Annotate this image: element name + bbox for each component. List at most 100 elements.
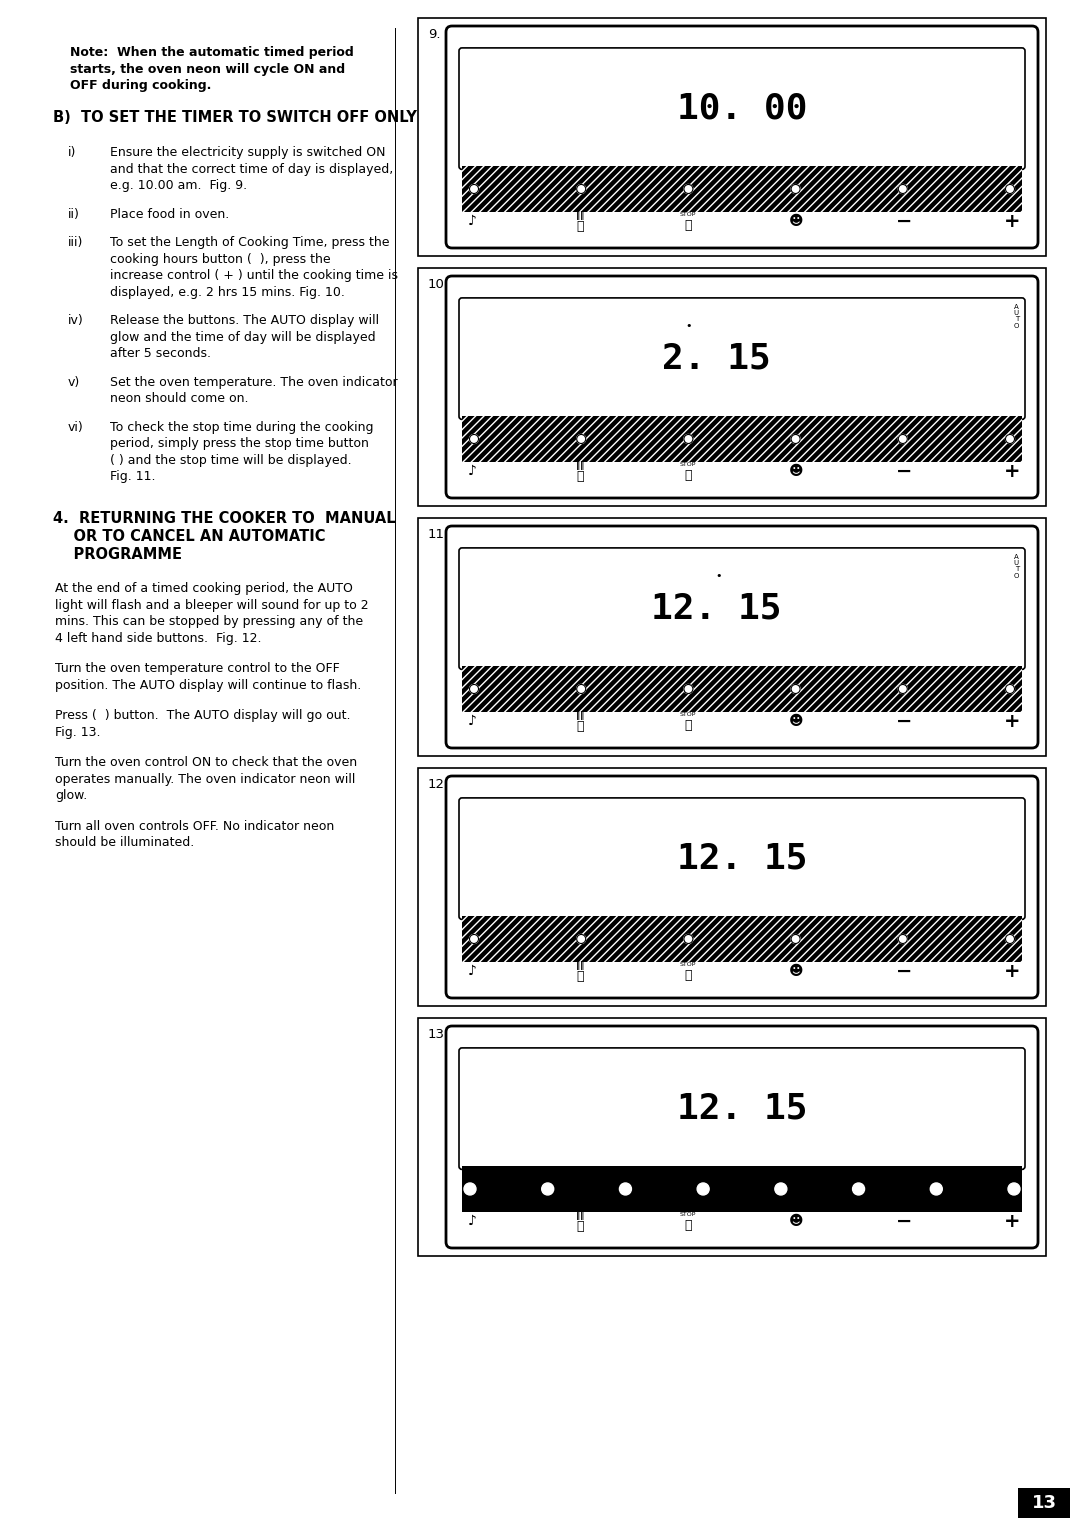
Text: ⌢: ⌢ [577, 469, 584, 483]
Text: Release the buttons. The AUTO display will: Release the buttons. The AUTO display wi… [110, 315, 379, 327]
Text: ♪: ♪ [468, 465, 476, 478]
Circle shape [1005, 434, 1014, 443]
Circle shape [684, 185, 693, 194]
Text: •: • [686, 321, 692, 332]
Text: ☻: ☻ [788, 1215, 804, 1229]
Text: ‖‖: ‖‖ [576, 961, 584, 970]
Text: ⌢: ⌢ [577, 220, 584, 232]
Text: −: − [895, 961, 913, 981]
Circle shape [698, 1183, 710, 1195]
Text: iii): iii) [68, 237, 83, 249]
Text: Turn all oven controls OFF. No indicator neon: Turn all oven controls OFF. No indicator… [55, 819, 334, 833]
Text: glow.: glow. [55, 788, 87, 802]
Text: Press (  ) button.  The AUTO display will go out.: Press ( ) button. The AUTO display will … [55, 709, 351, 723]
Text: 12.: 12. [428, 778, 449, 792]
Text: starts, the oven neon will cycle ON and: starts, the oven neon will cycle ON and [70, 63, 346, 75]
Text: light will flash and a bleeper will sound for up to 2: light will flash and a bleeper will soun… [55, 599, 368, 611]
FancyBboxPatch shape [446, 526, 1038, 749]
Text: ‖‖: ‖‖ [576, 711, 584, 720]
Circle shape [684, 685, 693, 694]
Circle shape [791, 185, 800, 194]
Circle shape [684, 434, 693, 443]
Text: STOP: STOP [679, 961, 697, 967]
Text: Fig. 13.: Fig. 13. [55, 726, 100, 738]
Text: ⌢: ⌢ [577, 720, 584, 733]
Text: neon should come on.: neon should come on. [110, 393, 248, 405]
Text: ⌢: ⌢ [685, 469, 692, 481]
FancyBboxPatch shape [446, 1025, 1038, 1248]
Text: Ensure the electricity supply is switched ON: Ensure the electricity supply is switche… [110, 147, 386, 159]
Circle shape [1008, 1183, 1020, 1195]
Bar [462, 917, 1022, 961]
Text: 4.  RETURNING THE COOKER TO  MANUAL: 4. RETURNING THE COOKER TO MANUAL [53, 510, 395, 526]
FancyBboxPatch shape [446, 277, 1038, 498]
Text: ☻: ☻ [788, 964, 804, 978]
Text: 9.: 9. [428, 28, 441, 41]
Text: STOP: STOP [679, 1212, 697, 1216]
Text: STOP: STOP [679, 712, 697, 717]
Circle shape [1005, 185, 1014, 194]
Text: cooking hours button (  ), press the: cooking hours button ( ), press the [110, 252, 330, 266]
Text: −: − [895, 1212, 913, 1230]
Text: v): v) [68, 376, 80, 388]
Text: ⌢: ⌢ [577, 970, 584, 983]
Text: Note:  When the automatic timed period: Note: When the automatic timed period [70, 46, 354, 60]
Text: iv): iv) [68, 315, 84, 327]
Circle shape [470, 185, 478, 194]
Text: At the end of a timed cooking period, the AUTO: At the end of a timed cooking period, th… [55, 582, 353, 596]
Circle shape [577, 185, 585, 194]
Text: +: + [1003, 712, 1021, 730]
Text: ⌢: ⌢ [577, 1219, 584, 1233]
Text: ⌢: ⌢ [685, 1219, 692, 1232]
Text: ♪: ♪ [468, 714, 476, 729]
Text: 4 left hand side buttons.  Fig. 12.: 4 left hand side buttons. Fig. 12. [55, 631, 261, 645]
Circle shape [899, 935, 907, 943]
Circle shape [542, 1183, 554, 1195]
FancyBboxPatch shape [459, 47, 1025, 170]
Text: •: • [715, 571, 723, 581]
Text: ♪: ♪ [468, 1215, 476, 1229]
Text: ‖‖: ‖‖ [576, 1210, 584, 1219]
Circle shape [1005, 685, 1014, 694]
Bar [462, 1166, 1022, 1212]
Text: operates manually. The oven indicator neon will: operates manually. The oven indicator ne… [55, 773, 355, 785]
Circle shape [470, 434, 478, 443]
Text: OR TO CANCEL AN AUTOMATIC: OR TO CANCEL AN AUTOMATIC [53, 529, 325, 544]
Text: −: − [895, 212, 913, 231]
Text: +: + [1003, 461, 1021, 481]
Bar [418, 769, 1047, 1005]
Text: ⌢: ⌢ [685, 718, 692, 732]
Text: +: + [1003, 961, 1021, 981]
Bar [418, 1018, 1047, 1256]
Text: vi): vi) [68, 420, 84, 434]
Text: glow and the time of day will be displayed: glow and the time of day will be display… [110, 330, 376, 344]
Circle shape [899, 185, 907, 194]
Circle shape [930, 1183, 942, 1195]
Text: Set the oven temperature. The oven indicator: Set the oven temperature. The oven indic… [110, 376, 397, 388]
Bar [1018, 1488, 1070, 1517]
Text: ☻: ☻ [788, 465, 804, 478]
Text: position. The AUTO display will continue to flash.: position. The AUTO display will continue… [55, 678, 361, 692]
Text: period, simply press the stop time button: period, simply press the stop time butto… [110, 437, 369, 451]
Text: Place food in oven.: Place food in oven. [110, 208, 229, 220]
Circle shape [577, 935, 585, 943]
FancyBboxPatch shape [446, 26, 1038, 248]
Text: A
U
T
O: A U T O [1014, 553, 1020, 579]
Text: 10. 00: 10. 00 [677, 92, 807, 125]
Text: ii): ii) [68, 208, 80, 220]
Text: 12. 15: 12. 15 [651, 591, 782, 625]
Circle shape [620, 1183, 632, 1195]
Circle shape [464, 1183, 476, 1195]
Text: Turn the oven control ON to check that the oven: Turn the oven control ON to check that t… [55, 756, 357, 769]
Text: STOP: STOP [679, 212, 697, 217]
Text: B)  TO SET THE TIMER TO SWITCH OFF ONLY: B) TO SET THE TIMER TO SWITCH OFF ONLY [53, 110, 417, 124]
Text: mins. This can be stopped by pressing any of the: mins. This can be stopped by pressing an… [55, 616, 363, 628]
Text: ♪: ♪ [468, 964, 476, 978]
Text: ‖‖: ‖‖ [576, 461, 584, 469]
Bar [462, 167, 1022, 211]
Bar [418, 267, 1047, 506]
FancyBboxPatch shape [459, 298, 1025, 419]
Text: after 5 seconds.: after 5 seconds. [110, 347, 211, 361]
Circle shape [791, 935, 800, 943]
Circle shape [852, 1183, 865, 1195]
